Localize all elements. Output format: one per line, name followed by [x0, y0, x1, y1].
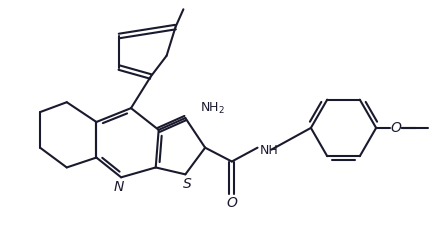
Text: O: O: [226, 196, 237, 210]
Text: O: O: [391, 121, 401, 135]
Text: NH$_2$: NH$_2$: [200, 101, 225, 116]
Text: S: S: [183, 177, 192, 191]
Text: N: N: [114, 180, 124, 194]
Text: NH: NH: [259, 144, 278, 157]
